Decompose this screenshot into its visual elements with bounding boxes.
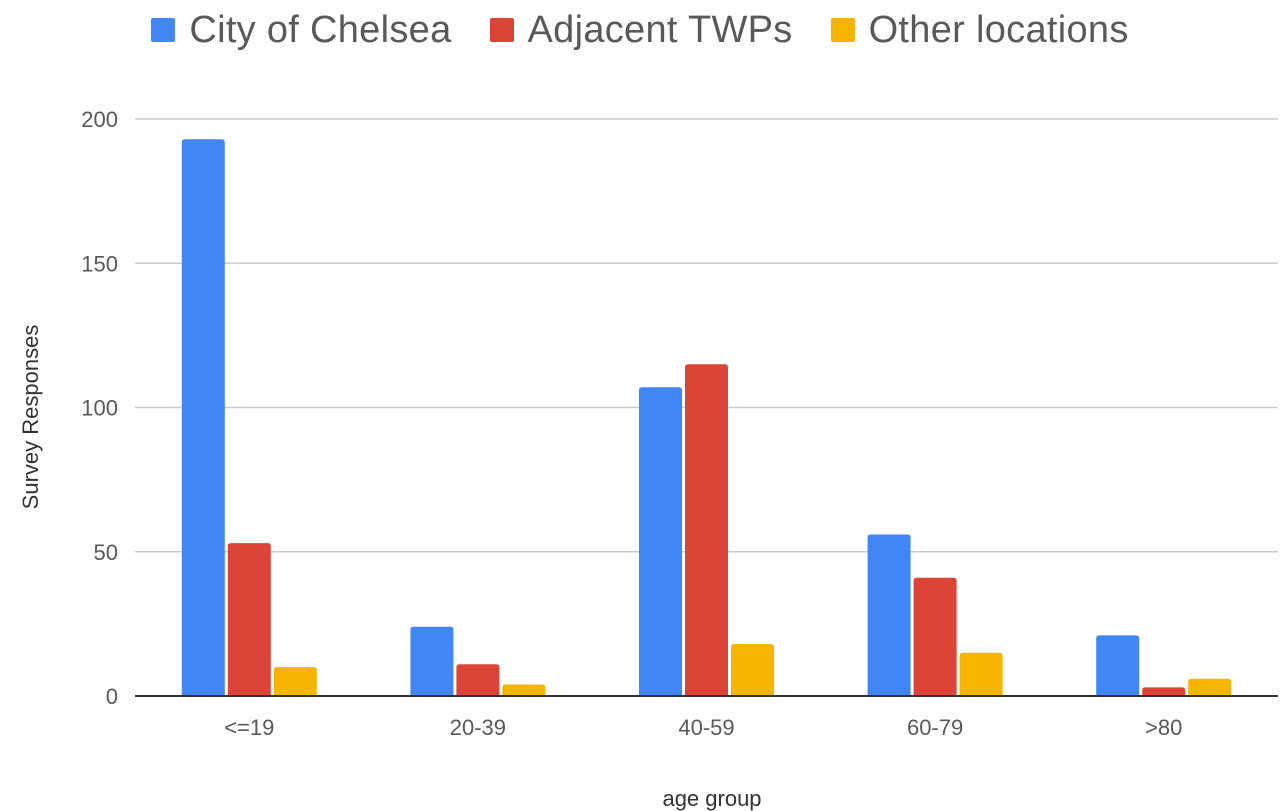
bar: [1096, 635, 1140, 696]
bar: [913, 577, 957, 696]
x-tick-labels: <=19 20-39 40-59 60-79 >80: [224, 715, 1182, 740]
y-axis-title: Survey Responses: [18, 325, 43, 510]
bar: [731, 644, 774, 696]
y-tick-label: 0: [106, 684, 118, 709]
legend-item-city-of-chelsea: City of Chelsea: [151, 9, 451, 52]
legend-swatch: [489, 18, 514, 42]
bar: [273, 667, 317, 696]
x-tick-label: <=19: [224, 715, 274, 740]
bar: [227, 543, 271, 696]
y-tick-label: 100: [81, 396, 118, 421]
legend-label: Other locations: [868, 8, 1129, 51]
bar: [181, 139, 225, 696]
y-tick-labels: 0 50 100 150 200: [81, 107, 118, 709]
bar: [502, 684, 546, 696]
x-tick-label: 40-59: [678, 715, 734, 740]
legend-item-adjacent-twps: Adjacent TWPs: [489, 8, 793, 52]
bar: [867, 534, 911, 696]
legend-label: City of Chelsea: [189, 8, 452, 51]
y-tick-label: 200: [81, 107, 118, 132]
x-tick-label: 60-79: [907, 715, 963, 740]
x-tick-label: 20-39: [450, 715, 506, 740]
bar: [1188, 678, 1232, 696]
bars: [135, 139, 1278, 697]
bar: [639, 387, 682, 696]
legend: City of Chelsea Adjacent TWPs Other loca…: [0, 0, 1280, 60]
bar: [1142, 687, 1186, 696]
x-axis-title: age group: [662, 786, 761, 811]
bar: [685, 364, 728, 696]
bar: [456, 664, 500, 696]
y-tick-label: 150: [81, 251, 118, 276]
y-tick-label: 50: [94, 540, 118, 565]
bar: [959, 652, 1003, 696]
x-tick-label: >80: [1145, 715, 1182, 740]
legend-label: Adjacent TWPs: [527, 8, 793, 51]
legend-swatch: [830, 18, 855, 42]
legend-item-other-locations: Other locations: [830, 8, 1129, 52]
legend-swatch: [151, 18, 176, 42]
bar: [410, 626, 454, 696]
